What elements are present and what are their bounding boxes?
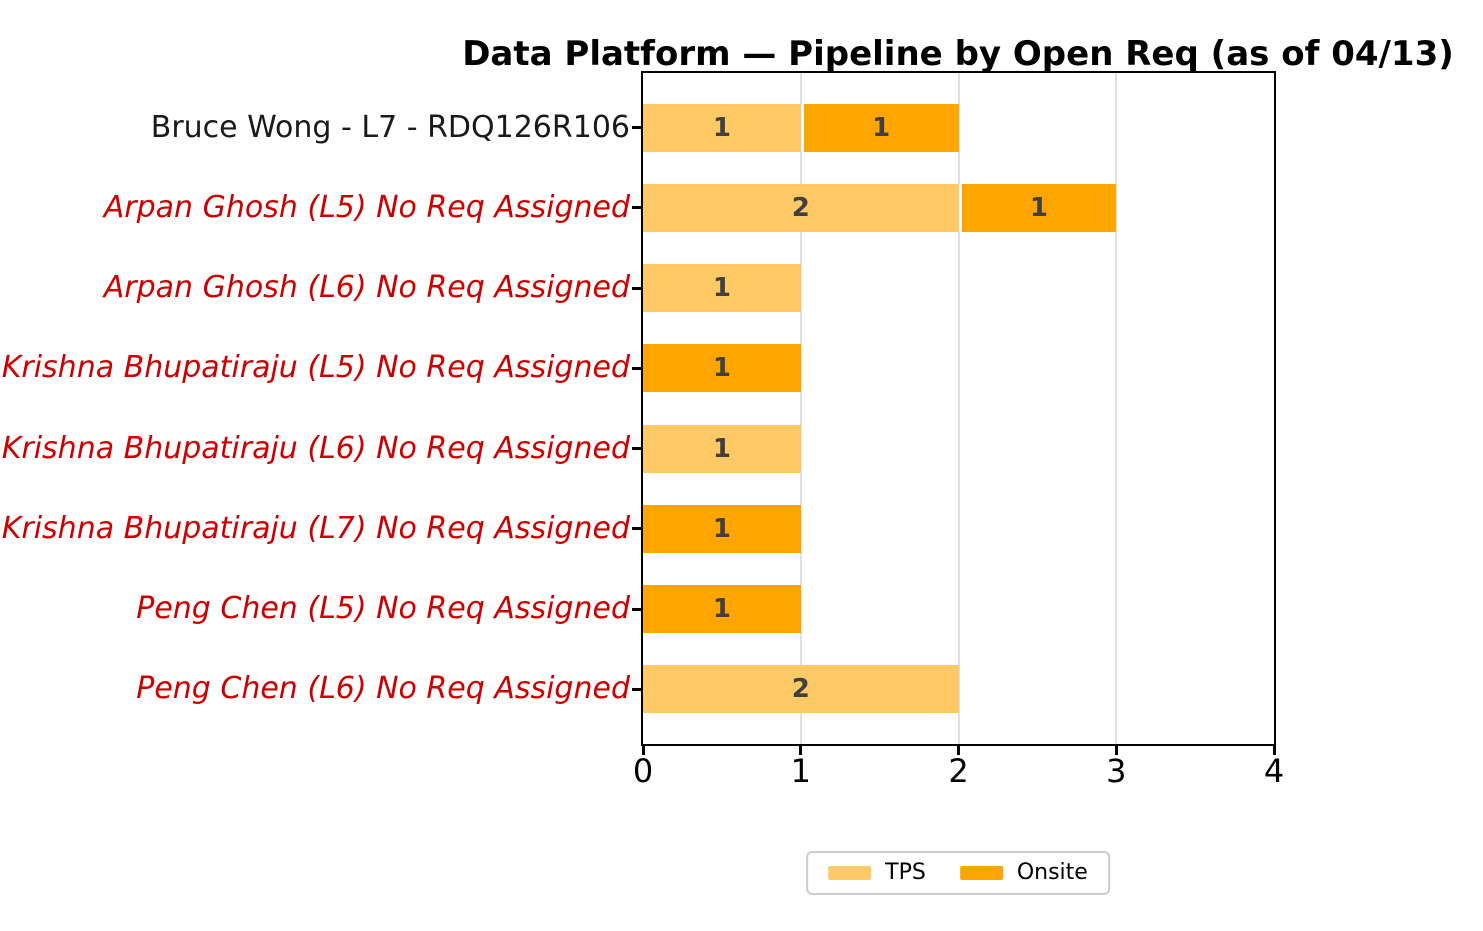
bar-segment-tps: 1 <box>643 103 801 152</box>
legend-swatch-tps <box>828 866 872 880</box>
bar-value-label: 2 <box>791 674 810 705</box>
x-tick-label: 2 <box>948 752 969 790</box>
bar-segment-onsite: 1 <box>643 344 801 393</box>
x-tick-label: 0 <box>632 752 654 790</box>
y-axis-label: Krishna Bhupatiraju (L7) No Req Assigned <box>1 510 630 546</box>
legend: TPS Onsite <box>806 851 1110 895</box>
legend-label: Onsite <box>1016 860 1088 885</box>
bar-row: 1 <box>643 264 1274 313</box>
y-tick-mark <box>632 286 641 290</box>
bar-value-label: 1 <box>872 112 891 143</box>
bar-segment-onsite: 1 <box>643 585 801 634</box>
y-tick-mark <box>632 607 641 611</box>
x-tick-label: 3 <box>1106 752 1127 790</box>
bar-value-label: 1 <box>712 273 731 304</box>
x-tick-label: 4 <box>1263 752 1285 790</box>
bar-segment-onsite: 1 <box>958 183 1117 232</box>
bar-segment-onsite: 1 <box>800 103 959 152</box>
y-axis-label: Peng Chen (L6) No Req Assigned <box>136 671 630 707</box>
y-tick-mark <box>632 206 641 210</box>
bar-segment-tps: 2 <box>643 183 959 232</box>
bar-segment-tps: 1 <box>643 424 801 473</box>
bar-value-label: 1 <box>712 112 731 143</box>
y-tick-mark <box>632 527 641 531</box>
x-tick-label: 1 <box>790 752 811 790</box>
y-axis-label: Krishna Bhupatiraju (L6) No Req Assigned <box>1 430 630 466</box>
bar-value-label: 1 <box>1029 192 1048 223</box>
y-axis-label: Krishna Bhupatiraju (L5) No Req Assigned <box>1 350 630 386</box>
x-tick-mark <box>1114 746 1118 755</box>
bar-row: 2 <box>643 665 1274 714</box>
bar-segment-tps: 1 <box>643 264 801 313</box>
y-tick-mark <box>632 366 641 370</box>
bar-value-label: 2 <box>791 192 810 223</box>
bar-row: 1 <box>643 504 1274 553</box>
x-tick-mark <box>957 746 960 755</box>
bar-value-label: 1 <box>712 513 731 544</box>
bar-value-label: 1 <box>712 433 731 464</box>
y-axis-label: Bruce Wong - L7 - RDQ126R106 <box>150 109 630 145</box>
bar-segment-tps: 2 <box>643 665 959 714</box>
bar-row: 1 <box>643 424 1274 473</box>
y-tick-mark <box>632 687 641 691</box>
bar-segment-onsite: 1 <box>643 504 801 553</box>
grid-line <box>957 73 960 744</box>
y-axis-label: Peng Chen (L5) No Req Assigned <box>136 591 630 627</box>
legend-item-onsite: Onsite <box>959 860 1088 886</box>
x-tick-mark <box>641 746 645 755</box>
bar-value-label: 1 <box>712 353 731 384</box>
legend-swatch-onsite <box>959 866 1003 880</box>
grid-line <box>1115 73 1118 744</box>
y-axis-label: Arpan Ghosh (L6) No Req Assigned <box>103 270 630 306</box>
x-tick-mark <box>1272 746 1276 755</box>
y-axis-label: Arpan Ghosh (L5) No Req Assigned <box>103 189 630 225</box>
y-tick-mark <box>632 126 641 130</box>
bar-row: 1 <box>643 585 1274 634</box>
legend-label: TPS <box>885 860 926 885</box>
bar-row: 1 <box>643 344 1274 393</box>
grid-line <box>799 73 802 744</box>
y-tick-mark <box>632 447 641 451</box>
legend-item-tps: TPS <box>828 860 926 886</box>
chart-title: Data Platform — Pipeline by Open Req (as… <box>462 34 1454 74</box>
bar-value-label: 1 <box>712 594 731 625</box>
x-tick-mark <box>799 746 803 755</box>
